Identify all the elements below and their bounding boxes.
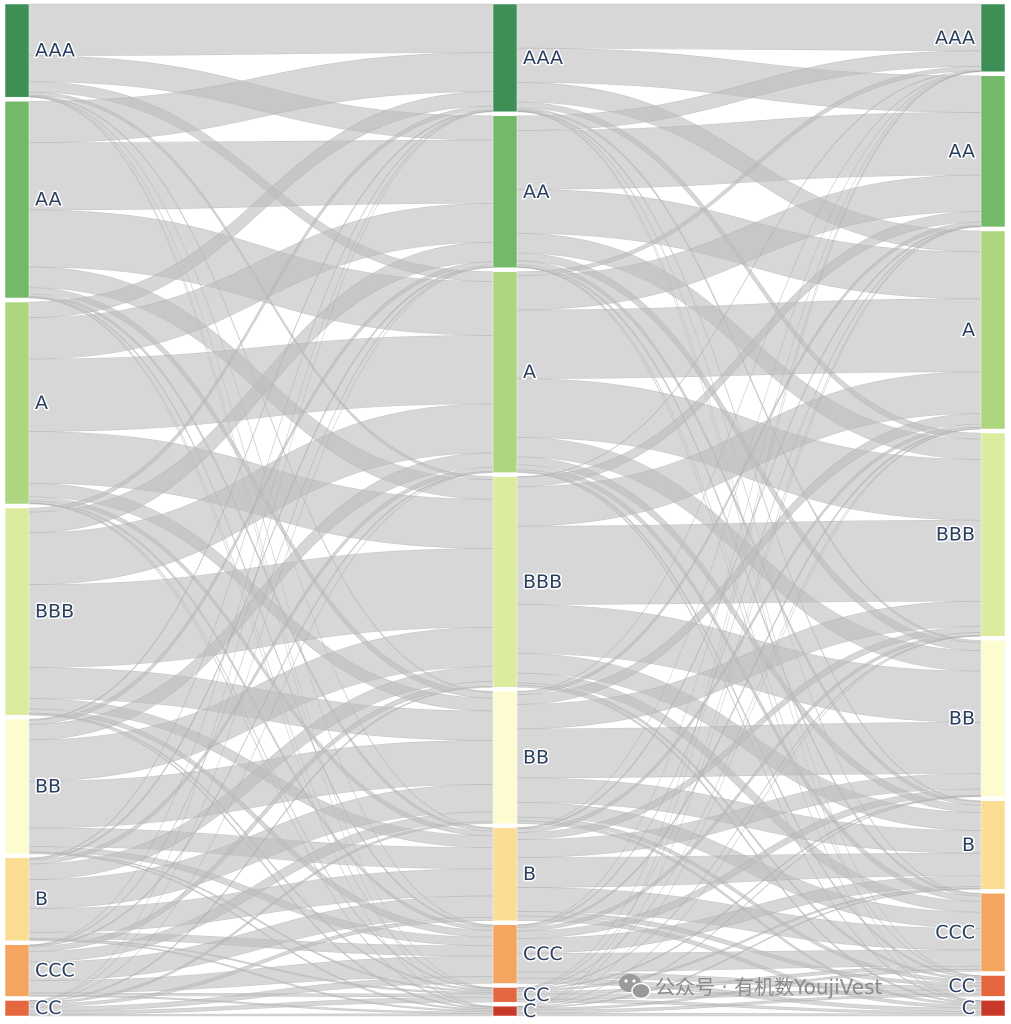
node-col2-c — [492, 1005, 518, 1017]
label-col2-aaa: AAA — [523, 47, 563, 69]
node-col2-ccc — [492, 924, 518, 984]
label-col1-aaa: AAA — [35, 40, 75, 62]
label-col3-b: B — [962, 834, 975, 856]
label-col3-aa: AA — [948, 140, 975, 162]
node-col3-aa — [980, 75, 1006, 228]
link-AAA-to-AAA — [516, 3, 982, 52]
node-col1-ccc — [4, 944, 30, 997]
node-col1-aaa — [4, 3, 30, 98]
node-col2-bb — [492, 691, 518, 824]
node-col2-bbb — [492, 476, 518, 688]
label-col2-ccc: CCC — [523, 943, 563, 965]
label-col2-c: C — [523, 1000, 536, 1022]
label-col3-ccc: CCC — [935, 921, 975, 943]
label-col1-bb: BB — [35, 775, 61, 797]
node-col3-c — [980, 1000, 1006, 1017]
label-col1-aa: AA — [35, 189, 62, 211]
node-col3-cc — [980, 975, 1006, 997]
label-col3-bb: BB — [949, 708, 975, 730]
watermark-text: 公众号 · 有机数YoujiVest — [655, 975, 883, 999]
node-col3-bb — [980, 640, 1006, 797]
label-col2-aa: AA — [523, 181, 550, 203]
node-col1-a — [4, 301, 30, 505]
label-col3-cc: CC — [948, 975, 975, 997]
link-AAA-to-AAA — [28, 3, 494, 57]
label-col2-bb: BB — [523, 746, 549, 768]
label-col3-bbb: BBB — [936, 524, 975, 546]
sankey-labels: AAAAAABBBBBBCCCCCAAAAAABBBBBBCCCCCCAAAAA… — [34, 25, 977, 1023]
label-col1-cc: CC — [35, 997, 62, 1019]
wechat-icon — [619, 974, 651, 1000]
node-col2-cc — [492, 987, 518, 1003]
label-col2-a: A — [523, 361, 536, 383]
node-col3-b — [980, 800, 1006, 890]
label-col1-a: A — [35, 392, 48, 414]
node-col1-b — [4, 857, 30, 941]
link-CC-to-C — [28, 1013, 494, 1017]
node-col1-cc — [4, 1000, 30, 1017]
node-col3-bbb — [980, 432, 1006, 637]
node-col3-a — [980, 230, 1006, 430]
node-col1-aa — [4, 100, 30, 299]
label-col1-ccc: CCC — [35, 960, 75, 982]
label-col2-bbb: BBB — [523, 571, 562, 593]
link-A-to-A — [516, 298, 982, 379]
node-col3-ccc — [980, 893, 1006, 972]
sankey-nodes — [4, 3, 1006, 1017]
sankey-links — [28, 3, 982, 1017]
node-col2-aaa — [492, 3, 518, 113]
node-col1-bbb — [4, 507, 30, 716]
node-col1-bb — [4, 718, 30, 855]
node-col3-aaa — [980, 3, 1006, 73]
label-col1-b: B — [35, 888, 48, 910]
link-C-to-C — [516, 1012, 982, 1017]
label-col2-cc: CC — [523, 984, 550, 1006]
node-col2-a — [492, 271, 518, 473]
label-col3-a: A — [962, 319, 975, 341]
label-col2-b: B — [523, 863, 536, 885]
label-col1-bbb: BBB — [35, 601, 74, 623]
label-col3-aaa: AAA — [935, 27, 975, 49]
node-col2-b — [492, 827, 518, 921]
node-col2-aa — [492, 115, 518, 268]
watermark: 公众号 · 有机数YoujiVest — [619, 974, 883, 1000]
label-col3-c: C — [962, 997, 975, 1019]
